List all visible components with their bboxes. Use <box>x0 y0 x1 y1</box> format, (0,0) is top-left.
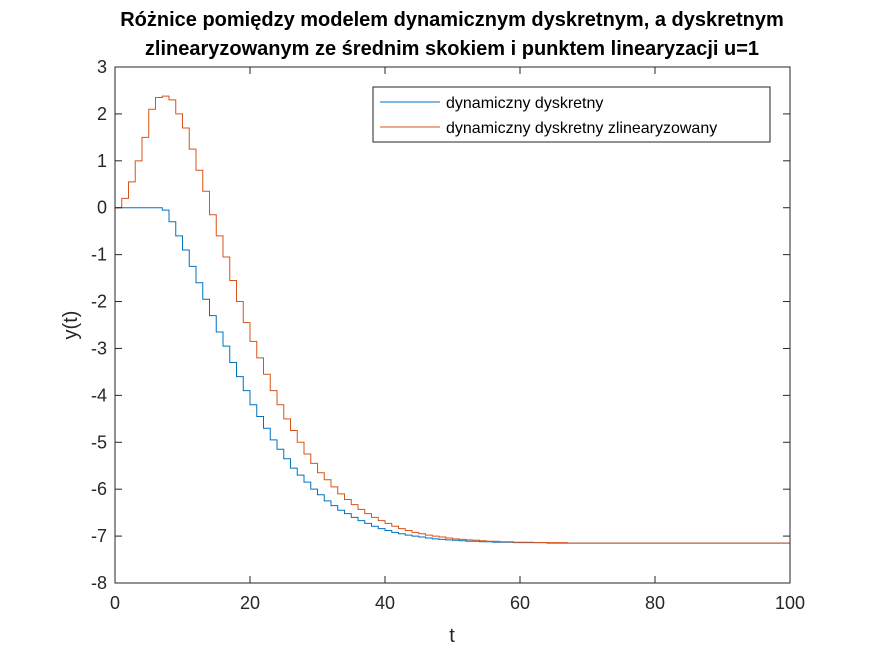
y-tick-label: 2 <box>97 104 107 124</box>
legend-label-series-1: dynamiczny dyskretny <box>446 95 603 112</box>
x-tick-label: 20 <box>240 593 260 613</box>
y-tick-label: -8 <box>91 573 107 593</box>
legend: dynamiczny dyskretny dynamiczny dyskretn… <box>372 86 771 143</box>
chart-title-line-2: zlinearyzowanym ze średnim skokiem i pun… <box>145 38 759 60</box>
series-layer <box>115 95 790 544</box>
y-axis-label: y(t) <box>60 311 82 340</box>
y-tick-label: -5 <box>91 432 107 452</box>
y-tick-label: -6 <box>91 479 107 499</box>
y-tick-label: -1 <box>91 245 107 265</box>
y-tick-label: -2 <box>91 292 107 312</box>
legend-box <box>372 86 771 143</box>
ticks-layer: 0 20 40 60 80 100 3 2 1 0 -1 -2 -3 -4 -5 -6 -7 -8 <box>91 57 805 613</box>
chart-title-line-1: Różnice pomiędzy modelem dynamicznym dys… <box>120 9 784 31</box>
y-tick-label: 3 <box>97 57 107 77</box>
plot-box <box>114 66 791 584</box>
legend-label-series-2: dynamiczny dyskretny zlinearyzowany <box>446 120 717 137</box>
x-tick-label: 40 <box>375 593 395 613</box>
y-tick-label: 0 <box>97 198 107 218</box>
x-tick-label: 100 <box>775 593 805 613</box>
plot-area <box>115 67 790 583</box>
x-tick-label: 80 <box>645 593 665 613</box>
x-tick-label: 0 <box>110 593 120 613</box>
y-tick-label: 1 <box>97 151 107 171</box>
y-tick-label: -4 <box>91 385 107 405</box>
series-line-2 <box>115 95 790 544</box>
x-axis-label: t <box>449 625 455 647</box>
x-tick-label: 60 <box>510 593 530 613</box>
y-tick-label: -7 <box>91 526 107 546</box>
y-tick-label: -3 <box>91 338 107 358</box>
